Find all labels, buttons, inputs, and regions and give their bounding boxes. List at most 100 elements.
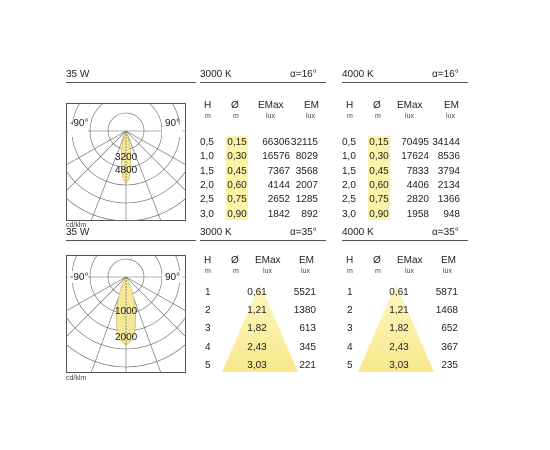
section1-power: 35 W xyxy=(66,69,90,80)
cell-height: 2 xyxy=(347,305,353,317)
cell-diameter: 0,45 xyxy=(227,165,247,177)
col-emax-unit: lux xyxy=(266,113,275,120)
col-emax: EMax xyxy=(255,255,281,266)
col-h-unit: m xyxy=(205,113,211,120)
section1-right-angle: α=16° xyxy=(432,69,459,80)
section2-power: 35 W xyxy=(66,227,90,238)
col-d: Ø xyxy=(231,100,239,111)
cell-height: 4 xyxy=(347,341,353,353)
cell-diameter: 0,30 xyxy=(227,151,247,163)
cell-diameter: 0,75 xyxy=(369,194,389,206)
section2-rule-c xyxy=(342,240,468,241)
cell-height: 2,0 xyxy=(342,179,356,191)
col-d-unit: m xyxy=(375,268,381,275)
col-h: H xyxy=(346,255,354,266)
cell-emax: 7833 xyxy=(406,165,429,177)
section2-right-cct: 4000 K xyxy=(342,227,374,238)
cell-diameter: 1,21 xyxy=(389,305,409,317)
cell-diameter: 1,82 xyxy=(247,323,267,335)
cell-diameter: 0,15 xyxy=(227,137,247,148)
cell-em: 32115 xyxy=(290,137,318,148)
cell-height: 3 xyxy=(347,323,353,335)
section1-left-cct: 3000 K xyxy=(200,69,232,80)
light-cone-3000k xyxy=(222,284,298,372)
cell-em: 8029 xyxy=(295,151,318,163)
section2-right-angle: α=35° xyxy=(432,227,459,238)
cell-emax: 70495 xyxy=(401,137,429,148)
col-h-unit: m xyxy=(347,113,353,120)
polar2-value-2: 2000 xyxy=(115,332,138,343)
section1-rule-b xyxy=(200,82,326,83)
polar2-unit: cd/klm xyxy=(66,375,87,382)
section1-rule-c xyxy=(342,82,468,83)
cell-diameter: 0,30 xyxy=(369,151,389,163)
cell-emax: 1958 xyxy=(406,208,429,220)
cell-height: 1 xyxy=(347,287,353,298)
cell-height: 0,5 xyxy=(200,137,214,148)
col-h: H xyxy=(346,100,354,111)
col-em: EM xyxy=(304,100,319,111)
polar1-right-angle: 90° xyxy=(165,118,181,129)
table-wide-3000k-header: H m Ø m EMax lux EM lux xyxy=(200,255,330,275)
cell-em: 367 xyxy=(441,341,458,353)
cell-diameter: 1,82 xyxy=(389,323,409,335)
cell-height: 5 xyxy=(347,359,353,371)
cell-em: 652 xyxy=(441,323,458,335)
cell-emax: 17624 xyxy=(401,151,429,163)
cell-height: 1,5 xyxy=(200,165,214,177)
cell-diameter: 1,21 xyxy=(247,305,267,317)
cell-em: 1380 xyxy=(293,305,316,317)
section1-rule-a xyxy=(66,82,196,83)
cell-diameter: 3,03 xyxy=(389,359,409,371)
cell-height: 2,5 xyxy=(200,194,214,206)
cell-height: 2,0 xyxy=(200,179,214,191)
polar1-left-angle: -90° xyxy=(70,118,89,129)
cell-diameter: 0,61 xyxy=(389,287,409,298)
light-cone-4000k xyxy=(358,284,434,372)
col-h-unit: m xyxy=(205,268,211,275)
col-d: Ø xyxy=(373,255,381,266)
cell-em: 235 xyxy=(441,359,458,371)
cell-em: 2007 xyxy=(295,179,318,191)
section2-rule-b xyxy=(200,240,326,241)
col-em-unit: lux xyxy=(443,268,452,275)
cell-height: 4 xyxy=(205,341,211,353)
table-wide-4000k-header: H m Ø m EMax lux EM lux xyxy=(342,255,472,275)
cell-emax: 2652 xyxy=(267,194,290,206)
cell-height: 1,0 xyxy=(342,151,356,163)
col-emax-unit: lux xyxy=(405,268,414,275)
cell-em: 1468 xyxy=(435,305,458,317)
cell-em: 1366 xyxy=(437,194,460,206)
cell-em: 3794 xyxy=(437,165,460,177)
section2-left-angle: α=35° xyxy=(290,227,317,238)
cell-emax: 1842 xyxy=(267,208,290,220)
cell-height: 3 xyxy=(205,323,211,335)
cell-diameter: 0,75 xyxy=(227,194,247,206)
col-em: EM xyxy=(444,100,459,111)
cell-diameter: 0,45 xyxy=(369,165,389,177)
cell-emax: 7367 xyxy=(267,165,290,177)
cell-height: 1,0 xyxy=(200,151,214,163)
diameter-highlight xyxy=(226,136,248,220)
polar-diagram-wide xyxy=(66,255,186,373)
cell-height: 3,0 xyxy=(342,208,356,220)
cell-diameter: 3,03 xyxy=(247,359,267,371)
cell-diameter: 0,60 xyxy=(369,179,389,191)
col-h: H xyxy=(204,255,212,266)
cell-height: 3,0 xyxy=(200,208,214,220)
polar-diagram-narrow xyxy=(66,103,186,221)
cell-height: 1 xyxy=(205,287,211,298)
polar2-right-angle: 90° xyxy=(165,272,181,283)
table-narrow-4000k: H m Ø m EMax lux EM lux xyxy=(342,100,472,225)
cell-height: 0,5 xyxy=(342,137,356,148)
polar1-unit: cd/klm xyxy=(66,222,87,229)
col-emax: EMax xyxy=(258,100,284,111)
col-d: Ø xyxy=(231,255,239,266)
cell-emax: 66306 xyxy=(262,137,290,148)
table-narrow-3000k: H m Ø m EMax lux EM lux xyxy=(200,100,330,225)
col-h: H xyxy=(204,100,212,111)
cell-height: 1,5 xyxy=(342,165,356,177)
col-emax: EMax xyxy=(397,255,423,266)
cell-diameter: 0,90 xyxy=(369,208,389,220)
col-emax-unit: lux xyxy=(263,268,272,275)
